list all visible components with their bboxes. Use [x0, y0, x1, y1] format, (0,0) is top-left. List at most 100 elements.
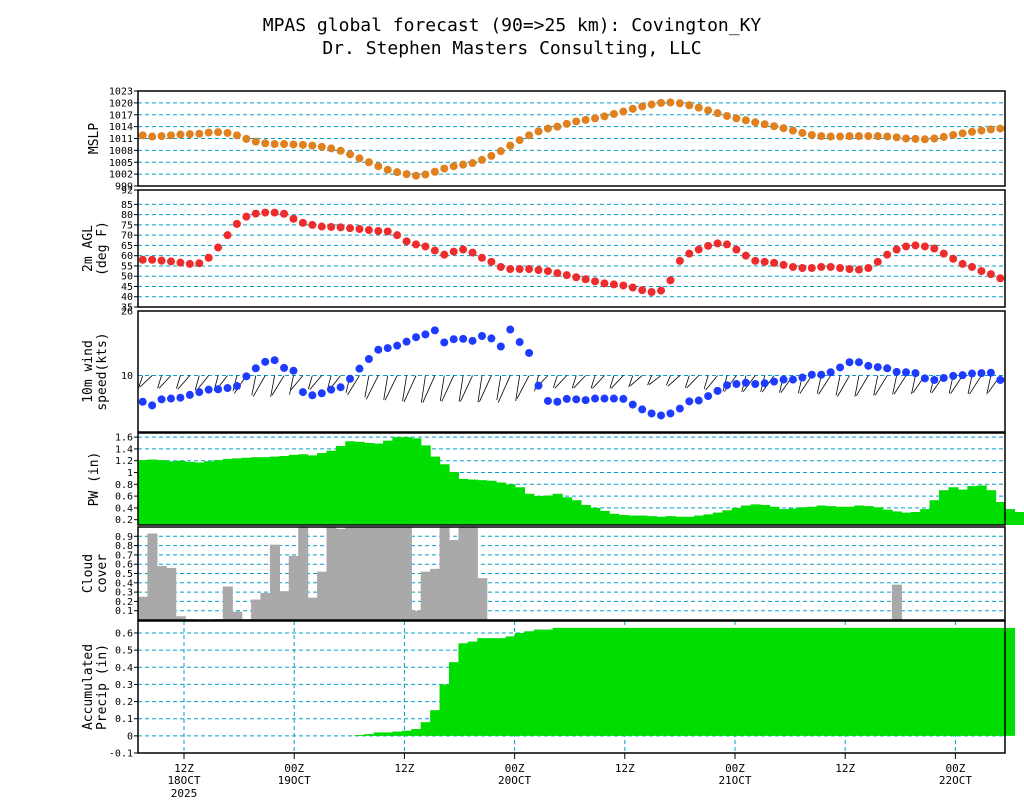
mslp-point	[977, 126, 986, 135]
pw-bar	[533, 496, 544, 525]
pw-bar	[147, 459, 158, 525]
wind-barb	[573, 375, 586, 389]
mslp-point	[657, 98, 666, 107]
pw-bar	[807, 506, 818, 525]
wind-barb	[251, 375, 257, 396]
mslp-point	[223, 128, 232, 137]
wind-point	[826, 368, 835, 377]
pw-bar	[948, 487, 959, 525]
panel-cloud: 0.10.20.30.40.50.60.70.80.9 Cloud cover	[81, 526, 1006, 621]
precip-bar	[458, 643, 469, 736]
pw-bar	[882, 509, 893, 525]
pw-bar	[279, 456, 290, 525]
pw-bar	[477, 480, 488, 525]
precip-bar	[430, 710, 441, 736]
pw-bar	[656, 516, 667, 525]
wind-point	[713, 386, 722, 395]
wind-point	[779, 375, 788, 384]
temp-point	[204, 253, 213, 262]
mslp-point	[232, 131, 241, 140]
precip-bar	[948, 627, 959, 736]
precip-bar	[533, 629, 544, 736]
wind-point	[251, 364, 260, 373]
mslp-point	[430, 167, 439, 176]
pw-bar	[665, 516, 676, 525]
temp-point	[430, 246, 439, 255]
mslp-point	[327, 144, 336, 153]
pw-bar	[769, 506, 780, 525]
temp-point	[562, 271, 571, 280]
panel-frame-pw	[137, 432, 1006, 526]
precip-bar	[383, 732, 394, 736]
cloud-bar	[891, 584, 902, 620]
temp-point	[393, 231, 402, 240]
ytick-label-mslp: 1002	[109, 170, 133, 181]
temp-point	[440, 250, 449, 259]
mslp-point	[289, 140, 298, 149]
mslp-point	[496, 147, 505, 156]
wind-barb	[458, 375, 464, 402]
temp-point	[779, 260, 788, 269]
wind-barb	[384, 375, 398, 401]
temp-point	[336, 223, 345, 232]
temp-point	[666, 276, 675, 285]
temp-point	[864, 264, 873, 272]
pw-bar	[863, 506, 874, 525]
precip-bar	[580, 627, 591, 736]
wind-point	[873, 363, 882, 372]
wind-point	[949, 371, 958, 380]
wind-point	[798, 373, 807, 382]
temp-point	[261, 208, 270, 217]
wind-barb	[818, 375, 831, 395]
wind-barb	[686, 375, 700, 389]
mslp-point	[468, 159, 477, 168]
mslp-point	[685, 101, 694, 110]
temp-point	[468, 248, 477, 257]
wind-point	[968, 369, 977, 378]
wind-point	[977, 369, 986, 378]
mslp-point	[242, 134, 251, 143]
ylabel2-temp: (deg F)	[95, 221, 110, 276]
pw-bar	[1005, 509, 1016, 525]
wind-barb	[911, 375, 916, 395]
wind-barb	[138, 375, 144, 388]
cloud-bar	[364, 527, 375, 620]
wind-point	[261, 357, 270, 366]
pw-bar	[411, 438, 422, 525]
wind-point	[232, 382, 241, 391]
temp-point	[289, 214, 298, 223]
chart-subtitle: Dr. Stephen Masters Consulting, LLC	[322, 38, 701, 59]
temp-point	[732, 245, 741, 254]
precip-bar	[788, 627, 799, 736]
temp-point	[487, 257, 496, 266]
wind-point	[289, 366, 298, 375]
ytick-label-pw: 1.6	[115, 433, 133, 444]
ytick-label-temp: 40	[121, 292, 133, 303]
ytick-label-precip: -0.1	[109, 749, 133, 760]
mslp-point	[958, 129, 967, 138]
precip-bar	[769, 627, 780, 736]
mslp-point	[562, 119, 571, 128]
ytick-label-cloud: 0.1	[115, 606, 133, 617]
mslp-point	[506, 141, 515, 150]
wind-point	[911, 369, 920, 378]
cloud-bar	[335, 528, 346, 620]
mslp-point	[572, 117, 581, 126]
temp-point	[251, 209, 260, 218]
mslp-point	[251, 137, 260, 146]
temp-point	[553, 269, 562, 278]
temp-point	[214, 243, 223, 252]
temp-point	[364, 226, 373, 235]
mslp-point	[920, 135, 929, 144]
wind-barb	[439, 375, 445, 401]
temp-point	[591, 277, 600, 286]
ylabel2-cloud: cover	[95, 554, 110, 593]
precip-bar	[901, 627, 912, 736]
temp-point	[223, 231, 232, 240]
cloud-bar	[156, 566, 167, 620]
pw-bar	[609, 513, 620, 525]
wind-point	[807, 370, 816, 379]
wind-point	[421, 330, 430, 339]
pw-bar	[580, 504, 591, 525]
